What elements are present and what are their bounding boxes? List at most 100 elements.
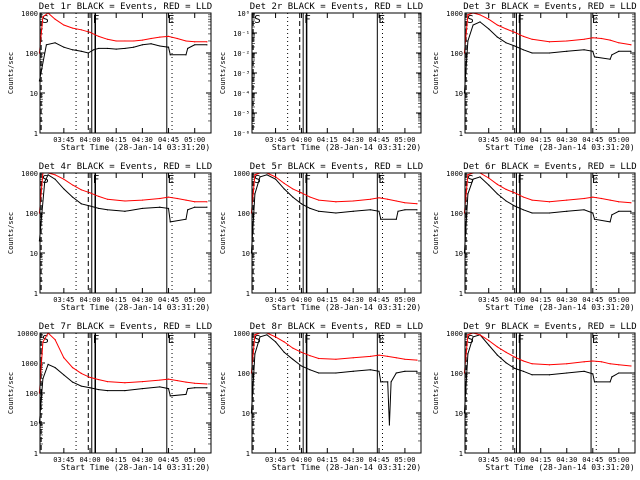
y-tick-label: 1	[459, 450, 463, 458]
marker-s: S	[42, 13, 49, 26]
series-events-point	[167, 46, 170, 48]
x-axis-label: Start Time (28-Jan-14 03:31:20)	[61, 143, 210, 152]
series-events-point	[194, 206, 196, 208]
x-tick-label: 04:30	[132, 456, 153, 464]
series-events-point	[71, 381, 74, 383]
x-axis-label: Start Time (28-Jan-14 03:31:20)	[272, 143, 421, 152]
series-events-point	[618, 50, 620, 52]
series-lld-point	[159, 197, 161, 200]
y-tick-label: 10	[455, 90, 463, 98]
series-events-point	[630, 372, 632, 374]
series-events-point	[194, 387, 196, 389]
series-lld-point	[274, 176, 277, 178]
marker-s: S	[254, 333, 261, 346]
series-events-point	[259, 176, 261, 178]
y-tick-label: 1	[459, 130, 463, 138]
x-tick-label: 03:45	[478, 136, 499, 144]
series-lld-point	[583, 197, 585, 200]
series-lld-point	[194, 382, 196, 384]
series-lld-line	[38, 332, 207, 394]
series-events-point	[467, 40, 469, 42]
y-tick-label: 1000	[233, 170, 250, 178]
x-tick-label: 04:00	[291, 456, 312, 464]
y-axis-label: Counts/sec	[7, 212, 15, 254]
series-lld-point	[98, 195, 100, 198]
series-events-point	[283, 351, 285, 353]
series-lld-point	[283, 182, 285, 184]
series-events-point	[593, 56, 596, 58]
series-events-point	[496, 354, 498, 356]
y-tick-label: 10	[455, 410, 463, 418]
series-events-point	[618, 372, 620, 374]
series-events-point	[404, 209, 406, 211]
marker-e: E	[592, 173, 599, 186]
series-events-point	[98, 47, 100, 50]
series-events-point	[472, 178, 474, 180]
x-tick-label: 05:00	[184, 136, 205, 144]
series-events-point	[185, 54, 187, 56]
series-lld-point	[115, 40, 117, 42]
series-lld-point	[609, 199, 611, 201]
series-events-line	[38, 363, 207, 424]
series-events-point	[630, 210, 632, 212]
series-events-line	[463, 21, 631, 94]
series-lld-point	[352, 200, 354, 202]
y-tick-label: 10⁻¹	[233, 30, 250, 38]
x-tick-label: 04:45	[158, 456, 179, 464]
marker-e: E	[592, 333, 599, 346]
y-tick-label: 100	[25, 390, 38, 398]
series-lld-point	[479, 14, 481, 16]
series-lld-point	[496, 346, 498, 348]
y-tick-label: 10⁻³	[233, 70, 250, 78]
series-lld-point	[522, 196, 525, 198]
series-events-point	[352, 210, 354, 212]
series-events-point	[89, 387, 91, 389]
series-events-point	[335, 372, 337, 374]
series-lld-point	[496, 183, 498, 185]
series-lld-point	[63, 357, 65, 359]
x-axis-label: Start Time (28-Jan-14 03:31:20)	[485, 463, 634, 472]
series-events-point	[592, 50, 594, 52]
series-lld-point	[618, 201, 620, 203]
y-tick-label: 100	[450, 50, 463, 58]
series-events-point	[45, 44, 47, 46]
marker-s: S	[42, 333, 49, 346]
series-events-point	[71, 49, 74, 51]
panel-title: Det 6r BLACK = Events, RED = LLD	[463, 162, 636, 172]
series-lld-point	[176, 37, 178, 40]
series-lld-point	[618, 42, 620, 44]
series-events-point	[472, 336, 474, 338]
series-events-point	[124, 390, 126, 392]
plot-frame	[464, 12, 636, 134]
x-axis-label: Start Time (28-Jan-14 03:31:20)	[272, 463, 421, 472]
series-lld-point	[167, 378, 170, 380]
series-events-point	[593, 218, 596, 220]
panel-title: Det 8r BLACK = Events, RED = LLD	[250, 322, 423, 332]
series-events-point	[505, 200, 507, 202]
series-lld-point	[54, 18, 56, 20]
series-events-point	[47, 363, 49, 365]
series-events-point	[89, 205, 91, 207]
series-lld-point	[566, 363, 568, 365]
series-events-point	[159, 386, 161, 388]
y-tick-label: 10⁻²	[233, 50, 250, 58]
series-lld-point	[583, 38, 585, 40]
series-lld-point	[80, 189, 82, 191]
series-events-point	[169, 54, 171, 56]
series-events-point	[387, 381, 389, 383]
marker-s: S	[467, 13, 474, 26]
panel-det-6: Det 6r BLACK = Events, RED = LLD Counts/s…	[432, 162, 637, 312]
series-lld-line	[463, 12, 632, 54]
series-lld-point	[404, 358, 406, 360]
series-events-point	[397, 210, 399, 212]
y-tick-label: 1	[246, 290, 250, 298]
marker-f: F	[517, 173, 524, 186]
marker-e: E	[378, 333, 385, 346]
series-lld-point	[488, 339, 490, 342]
series-lld-point	[514, 192, 516, 194]
series-events-point	[80, 50, 82, 52]
x-tick-label: 04:30	[343, 296, 364, 304]
series-lld-point	[71, 184, 74, 186]
series-events-point	[352, 370, 354, 372]
series-events-point	[531, 212, 533, 214]
